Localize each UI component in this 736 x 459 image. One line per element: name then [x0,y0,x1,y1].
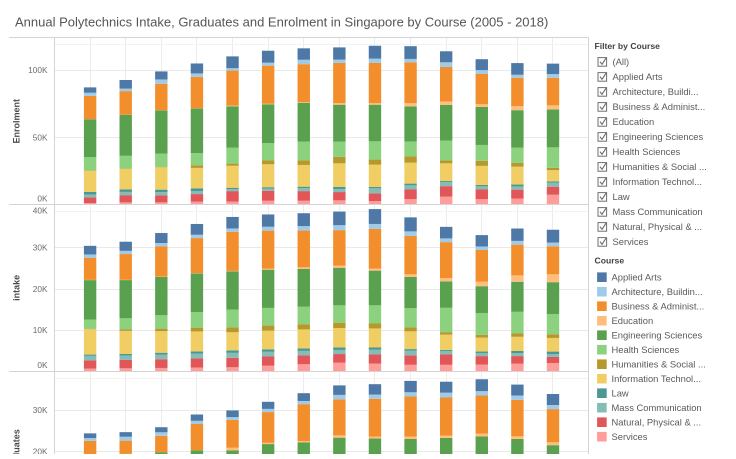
svg-text:30K: 30K [33,405,48,415]
svg-text:Business & Administ...: Business & Administ... [613,101,706,112]
svg-text:20K: 20K [33,284,48,294]
svg-text:intake: intake [11,275,21,301]
svg-text:10K: 10K [33,325,48,335]
svg-text:Engineering Sciences: Engineering Sciences [612,330,703,341]
svg-text:Law: Law [613,191,630,202]
svg-text:Natural, Physical & ...: Natural, Physical & ... [612,417,702,428]
svg-text:Engineering Sciences: Engineering Sciences [613,131,704,142]
svg-text:Law: Law [612,388,629,399]
svg-text:Enrolment: Enrolment [11,99,21,144]
svg-text:Services: Services [613,236,649,247]
svg-text:Information Technol...: Information Technol... [613,176,702,187]
svg-text:Services: Services [612,431,648,442]
svg-text:100K: 100K [28,65,48,75]
svg-text:0K: 0K [37,360,48,370]
svg-text:0K: 0K [37,194,48,204]
svg-text:Applied Arts: Applied Arts [613,71,663,82]
svg-text:Natural, Physical & ...: Natural, Physical & ... [613,221,703,232]
svg-text:Graduates: Graduates [11,429,21,454]
svg-text:Education: Education [612,315,654,326]
svg-text:Business & Administ...: Business & Administ... [612,301,705,312]
svg-text:Architecture, Buildin...: Architecture, Buildin... [612,286,703,297]
svg-text:Health Sciences: Health Sciences [613,146,681,157]
svg-text:Course: Course [595,256,625,266]
svg-text:40K: 40K [33,205,48,215]
svg-text:Health Sciences: Health Sciences [612,344,680,355]
svg-text:Information Technol...: Information Technol... [612,373,701,384]
svg-text:Humanities & Social ...: Humanities & Social ... [613,161,707,172]
svg-text:50K: 50K [33,133,48,143]
svg-text:Mass Communication: Mass Communication [613,206,703,217]
svg-text:Humanities & Social ...: Humanities & Social ... [612,359,706,370]
svg-text:Applied Arts: Applied Arts [612,272,662,283]
svg-text:Filter by Course: Filter by Course [595,41,661,51]
svg-text:20K: 20K [33,447,48,455]
svg-text:Annual Polytechnics Intake, Gr: Annual Polytechnics Intake, Graduates an… [15,15,548,30]
svg-text:Mass Communication: Mass Communication [612,402,702,413]
svg-text:(All): (All) [613,56,630,67]
svg-text:Architecture, Buildi...: Architecture, Buildi... [613,86,699,97]
svg-text:30K: 30K [33,243,48,253]
svg-text:Education: Education [613,116,655,127]
